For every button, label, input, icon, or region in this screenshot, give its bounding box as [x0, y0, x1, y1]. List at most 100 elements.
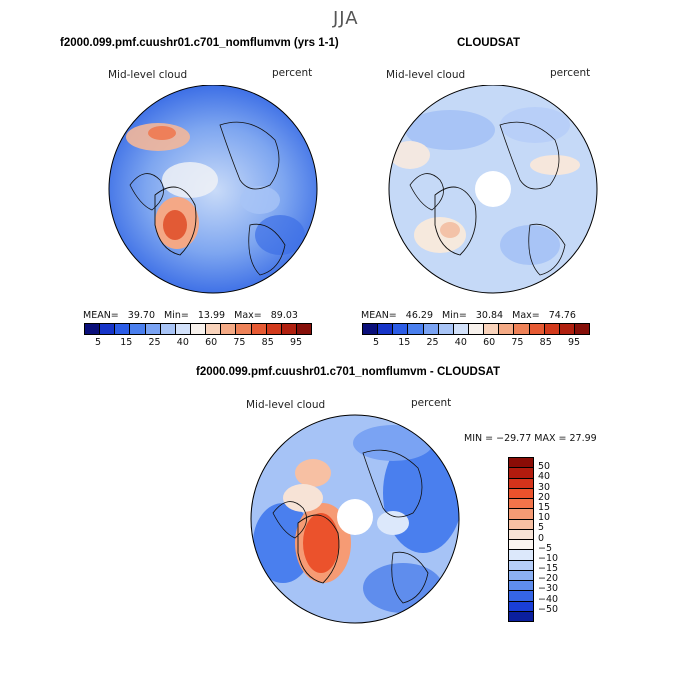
colorbar-swatch — [509, 529, 533, 540]
colorbar-swatch — [236, 324, 252, 334]
colorbar-swatch — [296, 324, 312, 334]
colorbar-tick-label: −10 — [538, 552, 559, 564]
mean-value: 39.70 — [127, 310, 155, 321]
colorbar-swatch — [509, 591, 533, 602]
colorbar-swatch — [574, 324, 590, 334]
colorbar-swatch — [160, 324, 176, 334]
mean-value: 46.29 — [405, 310, 433, 321]
diff-title: f2000.099.pmf.cuushr01.c701_nomflumvm - … — [196, 366, 500, 378]
colorbar-swatch — [453, 324, 469, 334]
colorbar-swatch — [266, 324, 282, 334]
colorbar-tick-label: 95 — [289, 337, 303, 348]
colorbar-tick-label: 40 — [454, 337, 467, 348]
min-label: Min= — [442, 310, 467, 321]
panel-right-colorbar — [362, 323, 590, 335]
colorbar-swatch — [130, 324, 146, 334]
diff-colorbar — [508, 457, 534, 622]
diff-map — [250, 414, 460, 624]
panel-right-variable: Mid-level cloud — [386, 69, 466, 81]
colorbar-tick-label: 5 — [372, 337, 380, 348]
colorbar-tick-label: 25 — [148, 337, 161, 348]
colorbar-swatch — [509, 581, 533, 592]
colorbar-tick-label: 60 — [205, 337, 218, 348]
colorbar-tick-label: 5 — [538, 522, 545, 534]
colorbar-swatch — [484, 324, 500, 334]
colorbar-swatch — [509, 499, 533, 510]
colorbar-tick-label: 0 — [538, 532, 545, 544]
panel-right-units: percent — [550, 67, 591, 79]
colorbar-swatch — [85, 324, 101, 334]
colorbar-swatch — [544, 324, 560, 334]
min-value: 30.84 — [475, 310, 504, 321]
colorbar-swatch — [378, 324, 394, 334]
diff-units: percent — [411, 397, 452, 409]
colorbar-tick-label: −50 — [538, 603, 559, 615]
colorbar-swatch — [509, 478, 533, 489]
colorbar-tick-label: 30 — [538, 481, 551, 493]
colorbar-tick-label: 60 — [483, 337, 496, 348]
colorbar-tick-label: 85 — [261, 337, 274, 348]
colorbar-swatch — [509, 458, 533, 469]
colorbar-tick-label: 85 — [539, 337, 552, 348]
colorbar-swatch — [145, 324, 161, 334]
panel-left-title: f2000.099.pmf.cuushr01.c701_nomflumvm (y… — [60, 37, 339, 49]
colorbar-swatch — [509, 570, 533, 581]
colorbar-swatch — [509, 488, 533, 499]
max-label: Max= — [234, 310, 262, 321]
colorbar-tick-label: −5 — [538, 542, 553, 554]
colorbar-swatch — [115, 324, 131, 334]
colorbar-swatch — [408, 324, 424, 334]
colorbar-tick-label: 40 — [538, 471, 551, 483]
diff-variable: Mid-level cloud — [246, 399, 326, 411]
colorbar-tick-label: −40 — [538, 593, 559, 605]
panel-left-variable: Mid-level cloud — [108, 69, 188, 81]
colorbar-tick-label: −20 — [538, 573, 559, 585]
colorbar-swatch — [438, 324, 454, 334]
colorbar-tick-label: 40 — [176, 337, 189, 348]
colorbar-swatch — [499, 324, 515, 334]
diff-minmax: MIN = −29.77 MAX = 27.99 — [464, 433, 597, 444]
colorbar-swatch — [190, 324, 207, 334]
colorbar-swatch — [509, 468, 533, 479]
season-title: JJA — [333, 8, 359, 29]
colorbar-tick-label: 20 — [538, 491, 551, 503]
colorbar-swatch — [221, 324, 237, 334]
colorbar-tick-label: 75 — [511, 337, 524, 348]
panel-left-units: percent — [272, 67, 313, 79]
max-value: 89.03 — [270, 310, 298, 321]
colorbar-tick-label: 15 — [538, 501, 551, 513]
panel-right-title: CLOUDSAT — [457, 37, 521, 49]
colorbar-tick-label: 15 — [120, 337, 133, 348]
colorbar-swatch — [514, 324, 530, 334]
panel-left-colorbar — [84, 323, 312, 335]
colorbar-tick-label: 15 — [398, 337, 411, 348]
mean-label: MEAN= — [83, 310, 119, 321]
panel-left-map — [108, 85, 318, 294]
colorbar-swatch — [509, 550, 533, 561]
min-value: 13.99 — [197, 310, 226, 321]
max-label: Max= — [512, 310, 540, 321]
colorbar-swatch — [423, 324, 439, 334]
colorbar-swatch — [175, 324, 191, 334]
colorbar-swatch — [509, 611, 533, 621]
colorbar-swatch — [509, 519, 533, 530]
panel-right-map — [388, 85, 598, 294]
colorbar-swatch — [509, 601, 533, 612]
colorbar-swatch — [559, 324, 575, 334]
colorbar-swatch — [363, 324, 379, 334]
colorbar-swatch — [509, 540, 533, 551]
colorbar-tick-label: 10 — [538, 512, 551, 524]
colorbar-swatch — [251, 324, 267, 334]
mean-label: MEAN= — [361, 310, 397, 321]
colorbar-tick-label: 50 — [538, 461, 551, 473]
colorbar-tick-label: −15 — [538, 563, 559, 575]
colorbar-swatch — [281, 324, 297, 334]
colorbar-swatch — [206, 324, 222, 334]
colorbar-swatch — [100, 324, 116, 334]
panel-left-stats: MEAN= 39.70 Min= 13.99 Max= 89.03 — [83, 310, 304, 321]
colorbar-swatch — [509, 560, 533, 571]
max-value: 74.76 — [548, 310, 576, 321]
colorbar-swatch — [468, 324, 485, 334]
colorbar-tick-label: 25 — [426, 337, 439, 348]
min-label: Min= — [164, 310, 189, 321]
